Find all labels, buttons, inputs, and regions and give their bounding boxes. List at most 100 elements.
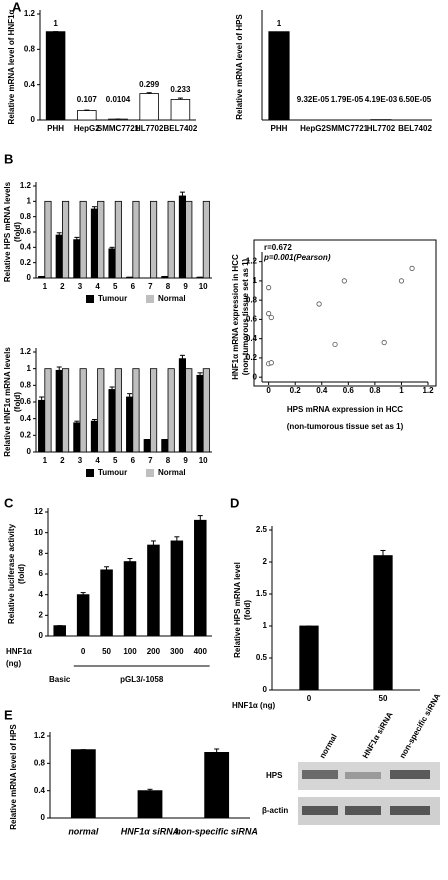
y-axis-label: Relative HPS mRNA level	[233, 562, 242, 658]
bar	[79, 368, 87, 453]
x-tick-label: PHH	[47, 124, 64, 133]
legend-label: Tumour	[98, 468, 127, 477]
x-tick-label: 9	[183, 282, 188, 291]
bar	[90, 208, 98, 279]
y-tick-label: 1	[253, 276, 258, 285]
bar	[55, 234, 63, 279]
y-axis-label: HNF1α mRNA expression in HCC	[231, 254, 240, 380]
x-tick-label: 10	[199, 456, 208, 465]
y-tick-label: 0.8	[20, 380, 32, 389]
bar	[143, 439, 151, 453]
x-tick-label: 0	[307, 694, 312, 703]
value-label: 4.19E-03	[365, 95, 398, 104]
x-row-label: (ng)	[6, 659, 21, 668]
bar	[194, 519, 207, 637]
western-blot: HPS β-actin normal HNF1α siRNA non-speci…	[262, 692, 442, 825]
x-tick-label: 7	[148, 456, 153, 465]
bar	[90, 420, 98, 453]
y-tick-label: 0.4	[24, 80, 36, 89]
y-axis-label: Relative mRNA level of HPS	[235, 14, 244, 120]
y-tick-label: 1.2	[20, 347, 32, 356]
x-tick-label: HL7702	[367, 124, 396, 133]
panel-label: A	[12, 0, 22, 14]
x-tick-label: non-specific siRNA	[175, 826, 258, 836]
x-tick-label: HNF1α siRNA	[121, 826, 180, 836]
bar	[70, 749, 96, 819]
bar	[185, 200, 193, 279]
bar	[62, 368, 70, 453]
y-tick-label: 4	[39, 590, 44, 599]
x-tick-label: 4	[95, 282, 100, 291]
x-tick-label: PHH	[271, 124, 288, 133]
bar	[108, 248, 116, 279]
blot-band	[345, 806, 381, 815]
legend-swatch	[86, 469, 94, 477]
value-label: 1	[277, 19, 282, 28]
x-row-label: HNF1α	[6, 647, 32, 656]
y-tick-label: 0	[31, 115, 36, 124]
bar	[97, 200, 105, 279]
y-tick-label: 0	[41, 813, 46, 822]
y-tick-label: 0	[27, 273, 32, 282]
x-tick-label: 0.6	[343, 386, 355, 395]
value-label: 0.0104	[106, 95, 131, 104]
bar	[123, 561, 137, 637]
bar	[114, 368, 122, 453]
bar	[147, 544, 160, 637]
y-axis-label: Relative mRNA level of HPS	[9, 724, 18, 830]
value-label: 6.50E-05	[399, 95, 432, 104]
blot-row-label: HPS	[266, 771, 283, 780]
plot-frame	[253, 239, 437, 387]
y-axis-label: Relative mRNA level of HNF1α	[7, 9, 16, 124]
bar	[114, 200, 122, 279]
x-tick-label: 50	[102, 647, 111, 656]
y-tick-label: 1.2	[20, 181, 32, 190]
x-axis-label: HPS mRNA expression in HCC	[287, 405, 403, 414]
y-tick-label: 0.2	[246, 353, 258, 362]
bar	[139, 93, 159, 121]
bar	[79, 200, 87, 279]
x-tick-label: 6	[131, 282, 136, 291]
x-tick-label: 5	[113, 282, 118, 291]
bar	[149, 368, 158, 453]
point	[268, 360, 274, 366]
legend-label: Normal	[158, 468, 186, 477]
x-tick-label: 9	[183, 456, 188, 465]
y-tick-label: 0	[39, 631, 44, 640]
bar	[44, 368, 52, 453]
point	[409, 265, 415, 271]
y-tick-label: 8	[39, 548, 44, 557]
y-tick-label: 0.4	[20, 242, 32, 251]
x-tick-label: 0.8	[369, 386, 381, 395]
x-row-label: HNF1α (ng)	[232, 701, 275, 710]
group-label: Basic	[49, 675, 71, 684]
legend-swatch	[146, 295, 154, 303]
y-tick-label: 6	[39, 569, 44, 578]
x-tick-label: 7	[148, 282, 153, 291]
y-axis-label: Relative HPS mRNA levels	[3, 181, 12, 282]
point	[381, 339, 387, 346]
x-tick-label: 8	[166, 456, 171, 465]
x-tick-label: HL7702	[135, 124, 164, 133]
y-tick-label: 2	[263, 557, 268, 566]
value-label: 1	[53, 19, 58, 28]
x-tick-label: 2	[60, 456, 65, 465]
x-tick-label: 3	[78, 456, 83, 465]
x-tick-label: 8	[166, 282, 171, 291]
bar	[62, 200, 70, 279]
x-tick-label: HepG2	[300, 124, 326, 133]
y-axis-label: (fold)	[243, 600, 252, 620]
blot-row-label: β-actin	[262, 806, 288, 815]
value-label: 1.79E-05	[331, 95, 364, 104]
y-tick-label: 0.8	[34, 758, 46, 767]
y-tick-label: 1.2	[246, 257, 258, 266]
bar	[202, 200, 210, 279]
y-tick-label: 2.5	[256, 525, 268, 534]
bar	[132, 200, 140, 279]
bar	[137, 790, 163, 819]
y-tick-label: 1	[27, 196, 32, 205]
bar	[204, 752, 230, 819]
bar	[268, 31, 290, 121]
blot-band	[302, 806, 338, 815]
x-tick-label: 0	[81, 647, 86, 656]
